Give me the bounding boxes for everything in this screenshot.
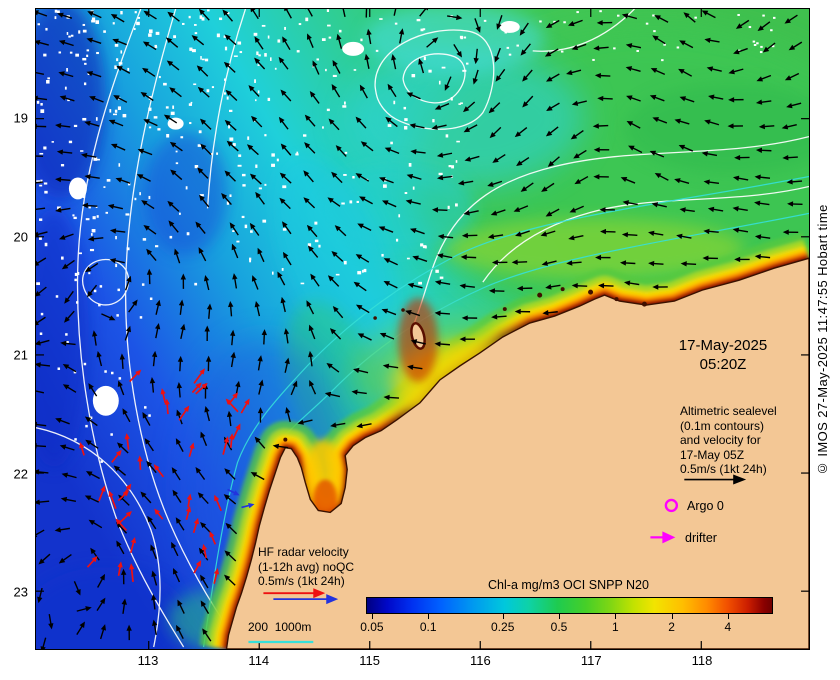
colorbar-tick bbox=[671, 614, 673, 619]
colorbar-tick bbox=[615, 614, 617, 619]
cloud-gaps bbox=[36, 9, 776, 463]
date-line: 17-May-2025 bbox=[678, 337, 768, 354]
colorbar-tick bbox=[727, 614, 729, 619]
y-axis-label: 21 bbox=[13, 347, 28, 363]
drifter-arrow-icon bbox=[650, 531, 676, 544]
altimetry-note-line: (0.1m contours) bbox=[680, 418, 765, 433]
hf-note-line: 0.5m/s (1kt 24h) bbox=[258, 574, 345, 588]
y-axis-label: 22 bbox=[13, 466, 28, 481]
time-line: 05:20Z bbox=[699, 356, 747, 373]
colorbar-tick bbox=[428, 614, 430, 619]
y-axis: 19 20 21 22 23 bbox=[0, 8, 31, 650]
y-axis-label: 23 bbox=[13, 584, 28, 600]
x-axis-label: 114 bbox=[248, 653, 270, 668]
land bbox=[225, 257, 809, 649]
y-axis-label: 20 bbox=[13, 229, 28, 244]
legend-symbols bbox=[248, 474, 747, 644]
x-axis-label: 117 bbox=[580, 653, 602, 668]
map-canvas bbox=[36, 9, 809, 649]
drifter-label: drifter bbox=[685, 531, 717, 545]
axis-ticks bbox=[36, 9, 809, 649]
date-label: 17-May-2025 05:20Z bbox=[648, 336, 798, 374]
colorbar-tick bbox=[559, 614, 560, 619]
altimetry-note-line: 17-May 05Z bbox=[680, 447, 745, 462]
colorbar-tick bbox=[371, 614, 373, 619]
hf-scale-arrows bbox=[263, 588, 339, 605]
altimetry-note-line: 0.5m/s (1kt 24h) bbox=[680, 462, 767, 476]
colorbar-tick-label: 0.25 bbox=[491, 620, 515, 634]
x-axis-label: 116 bbox=[470, 653, 491, 668]
x-axis-label: 113 bbox=[137, 653, 159, 668]
colorbar-tick-label: 2 bbox=[668, 620, 675, 634]
y-axis-label: 19 bbox=[13, 110, 28, 126]
altimetry-note-line: and velocity for bbox=[680, 433, 761, 447]
x-axis: 113 114 115 116 117 118 bbox=[35, 653, 810, 671]
colorbar-title: Chl-a mg/m3 OCI SNPP N20 bbox=[488, 578, 649, 592]
altimetric-velocity-vectors bbox=[36, 9, 803, 649]
hf-radar-vectors bbox=[79, 368, 255, 584]
sealevel-contours bbox=[36, 9, 809, 648]
credit-text: © IMOS 27-May-2025 11:47:55 Hobart time bbox=[815, 204, 830, 476]
altimetry-scale-arrow bbox=[684, 474, 747, 485]
hf-note-line: HF radar velocity bbox=[258, 545, 349, 559]
x-axis-label: 115 bbox=[359, 653, 380, 668]
hf-radar-note: HF radar velocity (1-12h avg) noQC 0.5m/… bbox=[258, 545, 354, 589]
altimetry-note: Altimetric sealevel (0.1m contours) and … bbox=[680, 404, 777, 477]
hf-note-line: (1-12h avg) noQC bbox=[258, 559, 355, 574]
argo-label: Argo 0 bbox=[687, 499, 724, 513]
argo-circle-icon bbox=[664, 498, 679, 513]
altimetry-note-line: Altimetric sealevel bbox=[680, 404, 777, 418]
colorbar-tick-label: 4 bbox=[724, 620, 732, 634]
colorbar-tick-label: 1 bbox=[611, 620, 619, 634]
map-plot-area: 17-May-2025 05:20Z Altimetric sealevel (… bbox=[35, 8, 810, 650]
x-axis-label: 118 bbox=[691, 653, 713, 668]
colorbar-tick-label: 0.05 bbox=[360, 620, 384, 634]
depth-scale-label: 200 1000m bbox=[248, 620, 312, 634]
colorbar-tick-label: 0.1 bbox=[419, 620, 437, 634]
colorbar-tick-label: 0.5 bbox=[550, 620, 568, 634]
colorbar: 0.05 0.1 0.25 0.5 1 2 4 bbox=[360, 597, 773, 634]
colorbar-tick bbox=[502, 614, 504, 619]
